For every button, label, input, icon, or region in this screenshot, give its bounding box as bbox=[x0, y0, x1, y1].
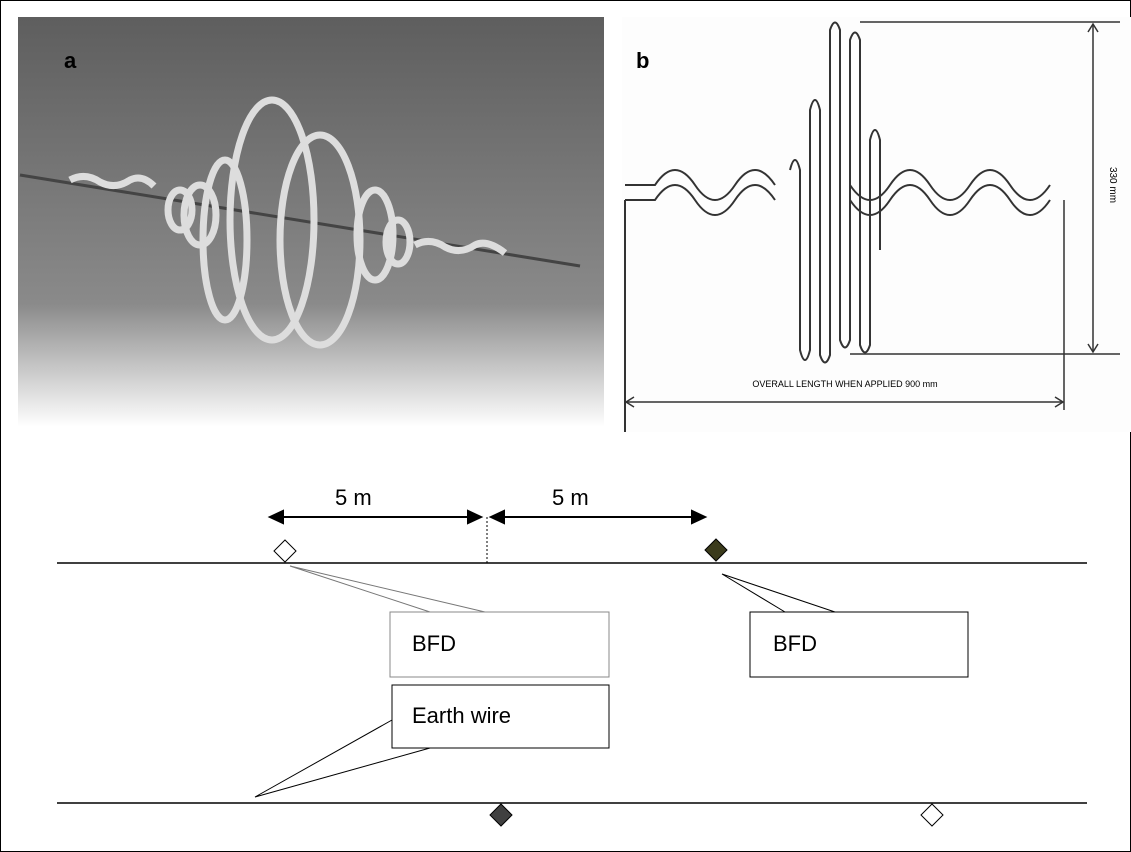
bfd-marker bbox=[489, 803, 513, 827]
height-dimension: 330 mm bbox=[1107, 167, 1118, 203]
callout-pointer bbox=[289, 565, 486, 613]
layout-diagram: 5 m 5 m BFD BFD Earth wire bbox=[57, 485, 1087, 827]
damper-drawing bbox=[624, 21, 1051, 432]
dimension-lines bbox=[624, 21, 1120, 410]
callout-box bbox=[749, 611, 969, 678]
bfd-marker bbox=[704, 538, 728, 562]
callout-text: Earth wire bbox=[412, 703, 511, 728]
panel-label: b bbox=[636, 48, 649, 73]
spiral-damper bbox=[68, 96, 508, 349]
callout-box bbox=[391, 684, 610, 749]
callout-pointer bbox=[254, 719, 431, 798]
spacing-label: 5 m bbox=[552, 485, 589, 510]
spacing-arrows bbox=[267, 509, 708, 525]
callout-text: BFD bbox=[773, 631, 817, 656]
wire bbox=[19, 173, 581, 268]
callout-text: BFD bbox=[412, 631, 456, 656]
panel-a: a bbox=[18, 17, 604, 427]
spacing-label: 5 m bbox=[335, 485, 372, 510]
bfd-marker bbox=[920, 803, 944, 827]
drawing-background bbox=[622, 17, 1131, 432]
callout-box bbox=[389, 611, 610, 678]
length-dimension: OVERALL LENGTH WHEN APPLIED 900 mm bbox=[752, 379, 937, 389]
panel-label: a bbox=[64, 48, 77, 73]
callout-pointer bbox=[721, 573, 836, 613]
panel-b: 330 mm OVERALL LENGTH WHEN APPLIED 900 m… bbox=[622, 17, 1131, 432]
bfd-marker bbox=[273, 539, 297, 563]
